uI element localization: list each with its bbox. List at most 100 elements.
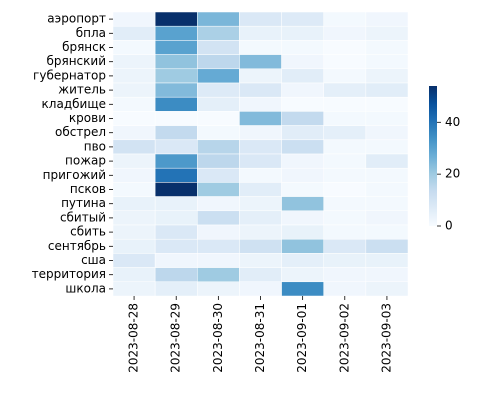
y-tick-label: путина bbox=[61, 196, 106, 210]
x-tick-label: 2023-08-29 bbox=[169, 303, 183, 373]
heatmap-cell bbox=[239, 40, 282, 55]
heatmap-cell bbox=[197, 238, 240, 254]
heatmap-cell bbox=[197, 25, 240, 41]
heatmap-cell bbox=[154, 54, 198, 70]
heatmap-cell bbox=[323, 281, 367, 297]
heatmap-cell bbox=[154, 139, 198, 155]
heatmap-cell bbox=[239, 182, 282, 197]
heatmap-cell bbox=[154, 111, 198, 126]
heatmap-cell bbox=[197, 153, 240, 169]
heatmap-cell bbox=[365, 40, 409, 55]
heatmap-cell bbox=[112, 253, 156, 268]
y-tick-label: пожар bbox=[65, 154, 106, 168]
y-tick-label: губернатор bbox=[33, 68, 106, 82]
heatmap-cell bbox=[281, 267, 324, 283]
heatmap-cell bbox=[365, 267, 409, 283]
heatmap-cell bbox=[281, 153, 324, 169]
x-tick-label: 2023-08-28 bbox=[127, 303, 141, 373]
heatmap-cell bbox=[365, 25, 409, 41]
colorbar-tick-label: 20 bbox=[445, 167, 460, 181]
y-tick-label: территория bbox=[32, 267, 106, 281]
heatmap-cell bbox=[239, 224, 282, 240]
heatmap-cell bbox=[323, 210, 367, 226]
heatmap-cell bbox=[365, 210, 409, 226]
heatmap-cell bbox=[112, 68, 156, 84]
y-tick-label: бпла bbox=[76, 26, 106, 40]
heatmap-cell bbox=[239, 196, 282, 212]
heatmap-cell bbox=[197, 40, 240, 55]
heatmap-cell bbox=[365, 68, 409, 84]
heatmap-cell bbox=[197, 253, 240, 268]
heatmap-cell bbox=[281, 253, 324, 268]
heatmap-cell bbox=[112, 11, 156, 27]
heatmap-cell bbox=[365, 196, 409, 212]
heatmap-cell bbox=[154, 224, 198, 240]
heatmap-cell bbox=[323, 25, 367, 41]
heatmap-cell bbox=[112, 54, 156, 70]
heatmap-cell bbox=[365, 182, 409, 197]
heatmap-cell bbox=[323, 196, 367, 212]
y-tick-label: псков bbox=[70, 182, 106, 196]
heatmap-cell bbox=[197, 54, 240, 70]
heatmap-cell bbox=[365, 11, 409, 27]
heatmap-cell bbox=[281, 210, 324, 226]
heatmap-cell bbox=[239, 153, 282, 169]
heatmap-cell bbox=[154, 125, 198, 141]
heatmap-cell bbox=[365, 82, 409, 98]
y-tick-label: кладбище bbox=[42, 97, 106, 111]
heatmap-cell bbox=[112, 96, 156, 112]
heatmap-cell bbox=[112, 196, 156, 212]
y-tick-label: сбитый bbox=[60, 210, 106, 224]
heatmap-cell bbox=[239, 96, 282, 112]
heatmap-cell bbox=[365, 125, 409, 141]
heatmap-cell bbox=[365, 153, 409, 169]
heatmap-cell bbox=[197, 210, 240, 226]
heatmap-cell bbox=[197, 281, 240, 297]
heatmap-cell bbox=[281, 238, 324, 254]
y-tick-label: аэропорт bbox=[47, 12, 106, 26]
heatmap-cell bbox=[154, 25, 198, 41]
y-tick-label: сентябрь bbox=[48, 239, 106, 253]
heatmap-cell bbox=[323, 182, 367, 197]
x-tick-label: 2023-09-02 bbox=[337, 303, 351, 373]
heatmap-cell bbox=[365, 54, 409, 70]
heatmap-cell bbox=[323, 82, 367, 98]
heatmap-cell bbox=[323, 167, 367, 183]
heatmap-cell bbox=[154, 253, 198, 268]
heatmap-cell bbox=[112, 210, 156, 226]
heatmap-cell bbox=[154, 182, 198, 197]
heatmap-cell bbox=[281, 40, 324, 55]
heatmap-cell bbox=[112, 238, 156, 254]
heatmap-cell bbox=[197, 68, 240, 84]
heatmap-cell bbox=[239, 281, 282, 297]
heatmap-cell bbox=[197, 267, 240, 283]
heatmap-cell bbox=[281, 224, 324, 240]
heatmap-cell bbox=[281, 11, 324, 27]
heatmap-cell bbox=[323, 96, 367, 112]
y-tick-label: крови bbox=[69, 111, 106, 125]
heatmap-cell bbox=[323, 224, 367, 240]
heatmap-cell bbox=[154, 40, 198, 55]
heatmap-cell bbox=[197, 167, 240, 183]
colorbar-tick-label: 40 bbox=[445, 115, 460, 129]
colorbar bbox=[429, 86, 437, 226]
heatmap-cell bbox=[112, 182, 156, 197]
heatmap-cell bbox=[239, 167, 282, 183]
heatmap-cell bbox=[281, 68, 324, 84]
heatmap-cell bbox=[154, 196, 198, 212]
heatmap-cell bbox=[323, 125, 367, 141]
y-tick-label: сбить bbox=[70, 225, 106, 239]
heatmap-cell bbox=[365, 96, 409, 112]
heatmap-cell bbox=[323, 139, 367, 155]
heatmap-cell bbox=[239, 125, 282, 141]
heatmap-cell bbox=[239, 11, 282, 27]
heatmap-cell bbox=[239, 54, 282, 70]
heatmap-cell bbox=[281, 281, 324, 297]
y-tick-label: брянск bbox=[62, 40, 106, 54]
y-tick-label: сша bbox=[81, 253, 106, 267]
colorbar-tick-label: 0 bbox=[445, 219, 453, 233]
heatmap-cell bbox=[154, 167, 198, 183]
heatmap-cell bbox=[112, 40, 156, 55]
heatmap-cell bbox=[197, 182, 240, 197]
